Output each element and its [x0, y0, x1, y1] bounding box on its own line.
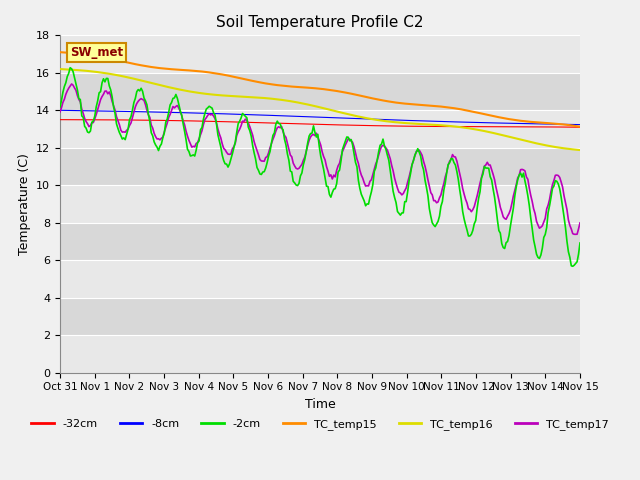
Bar	[60, 335, 580, 372]
Bar	[60, 298, 580, 335]
Y-axis label: Temperature (C): Temperature (C)	[18, 153, 31, 255]
Bar	[60, 73, 580, 110]
X-axis label: Time: Time	[305, 398, 335, 411]
Bar	[60, 110, 580, 148]
Bar	[60, 260, 580, 298]
Bar	[60, 223, 580, 260]
Bar	[60, 36, 580, 73]
Legend: -32cm, -8cm, -2cm, TC_temp15, TC_temp16, TC_temp17: -32cm, -8cm, -2cm, TC_temp15, TC_temp16,…	[27, 415, 613, 434]
Title: Soil Temperature Profile C2: Soil Temperature Profile C2	[216, 15, 424, 30]
Bar	[60, 148, 580, 185]
Text: SW_met: SW_met	[70, 46, 124, 59]
Bar	[60, 185, 580, 223]
